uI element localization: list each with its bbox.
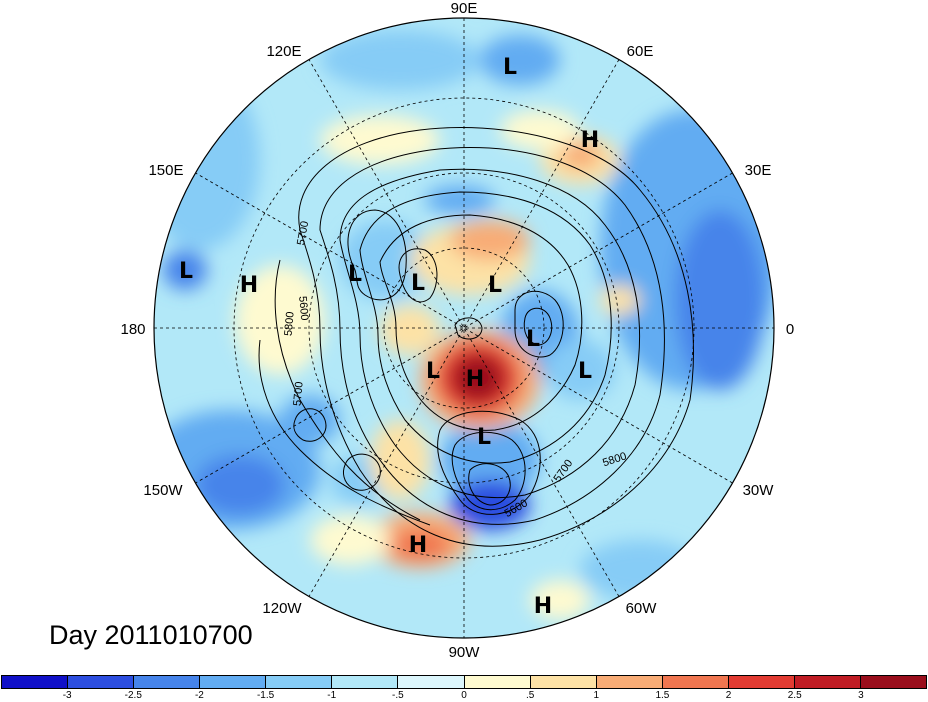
- colorbar-tick-label: 1: [593, 690, 600, 701]
- colorbar-segment: [662, 676, 729, 688]
- height-contours: [258, 127, 694, 547]
- colorbar-segment: [861, 676, 927, 688]
- colorbar-tick-label: -3: [62, 690, 72, 701]
- colorbar-segment: [530, 676, 597, 688]
- low-center-marker: L: [477, 425, 491, 450]
- low-center-marker: L: [503, 55, 517, 80]
- contour-label: 5700: [295, 220, 311, 246]
- colorbar-segment: [266, 676, 333, 688]
- colorbar-tick-label: 3: [858, 690, 864, 701]
- colorbar-tick-label: -.5: [392, 690, 404, 701]
- lon-label-180: 180: [120, 321, 145, 338]
- colorbar-tick-label: 1.5: [655, 690, 670, 701]
- anomaly-shading: [154, 18, 774, 638]
- lon-label-60w: 60W: [626, 600, 658, 617]
- colorbar-tick-label: 2: [725, 690, 732, 701]
- low-center-marker: L: [578, 359, 592, 384]
- high-center-marker: H: [534, 594, 552, 619]
- colorbar-segment: [68, 676, 135, 688]
- colorbar-tick-labels: -3 -2.5 -2 -1.5 -1 -.5 0 .5 1 1.5 2 2.5 3: [0, 690, 928, 702]
- colorbar-segment: [728, 676, 795, 688]
- low-center-marker: L: [348, 262, 362, 287]
- lon-label-30e: 30E: [745, 162, 772, 179]
- lon-label-90w: 90W: [449, 644, 481, 661]
- lon-label-150e: 150E: [148, 162, 183, 179]
- high-center-marker: H: [466, 367, 484, 392]
- low-center-marker: L: [179, 259, 193, 284]
- high-center-marker: H: [581, 128, 599, 153]
- lon-label-60e: 60E: [627, 43, 654, 60]
- lon-label-30w: 30W: [743, 482, 775, 499]
- colorbar-tick-label: -2: [194, 690, 204, 701]
- graticule: [154, 18, 774, 638]
- colorbar-segment: [134, 676, 201, 688]
- colorbar: [1, 675, 927, 689]
- lon-label-120e: 120E: [266, 43, 301, 60]
- colorbar-tick-label: 0: [461, 690, 467, 701]
- colorbar-tick-label: -1.5: [256, 690, 275, 701]
- colorbar-segment: [332, 676, 399, 688]
- high-center-marker: H: [240, 273, 258, 298]
- polar-map: 90E 60E 30E 0 30W 60W 90W 120W 150W 180 …: [120, 0, 794, 661]
- colorbar-tick-label: -2.5: [124, 690, 142, 701]
- colorbar-tick-label: 2.5: [787, 690, 802, 701]
- contour-label: 5700: [292, 381, 306, 406]
- low-center-marker: L: [411, 271, 425, 296]
- colorbar-segment: [464, 676, 531, 688]
- lon-label-120w: 120W: [262, 600, 302, 617]
- map-boundary: [153, 17, 775, 639]
- contour-label: 5600: [296, 296, 310, 321]
- colorbar-segment: [2, 676, 69, 688]
- colorbar-tick-label: -1: [327, 690, 337, 701]
- lon-label-90e: 90E: [451, 0, 478, 17]
- lon-label-150w: 150W: [143, 482, 183, 499]
- colorbar-tick-label: .5: [525, 690, 535, 701]
- colorbar-segment: [596, 676, 663, 688]
- contour-label: 5800: [283, 311, 297, 336]
- high-center-marker: H: [409, 533, 427, 558]
- low-center-marker: L: [526, 327, 540, 352]
- colorbar-segment: [794, 676, 862, 688]
- low-center-marker: L: [426, 359, 440, 384]
- lon-label-0: 0: [786, 321, 794, 338]
- colorbar-segment: [200, 676, 267, 688]
- low-center-marker: L: [488, 273, 502, 298]
- date-label: Day 2011010700: [49, 620, 253, 650]
- colorbar-segment: [398, 676, 465, 688]
